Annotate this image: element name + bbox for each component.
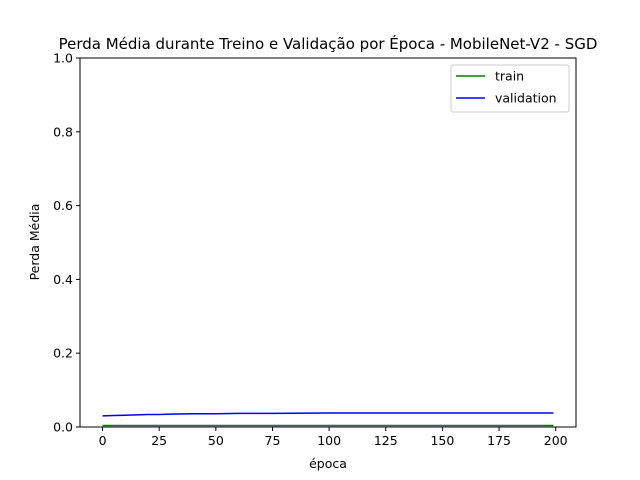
legend: train validation: [450, 64, 570, 113]
x-tick-label: 25: [151, 433, 167, 448]
plot-lines: [102, 412, 554, 427]
y-tick-label: 1.0: [53, 51, 73, 66]
y-tick-label: 0.6: [53, 198, 73, 213]
x-tick-label: 50: [208, 433, 224, 448]
series-line-validation: [102, 412, 554, 417]
legend-label-validation: validation: [495, 91, 557, 106]
y-tick-label: 0.8: [53, 124, 73, 139]
plot-frame: [79, 57, 577, 428]
y-tick-label: 0.4: [53, 272, 73, 287]
x-tick-label: 75: [265, 433, 281, 448]
x-tick-label: 125: [374, 433, 398, 448]
legend-label-train: train: [495, 69, 524, 84]
chart-title: Perda Média durante Treino e Validação p…: [59, 34, 598, 53]
x-axis: 0 25 50 75 100 125 150 175 200: [99, 427, 568, 448]
x-tick-label: 175: [487, 433, 511, 448]
y-axis: 0.0 0.2 0.4 0.6 0.8 1.0: [53, 51, 80, 435]
y-tick-label: 0.2: [53, 346, 73, 361]
y-axis-title: Perda Média: [27, 204, 42, 281]
x-tick-label: 0: [99, 433, 107, 448]
y-tick-label: 0.0: [53, 420, 73, 435]
x-tick-label: 100: [317, 433, 341, 448]
x-tick-label: 200: [544, 433, 568, 448]
x-tick-label: 150: [430, 433, 454, 448]
x-axis-title: época: [309, 456, 347, 471]
